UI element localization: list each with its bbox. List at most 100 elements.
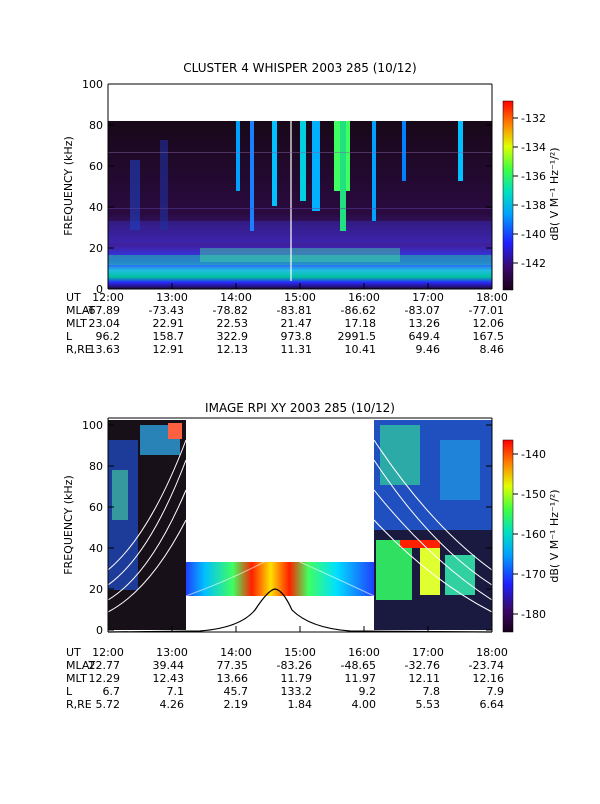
cell: -86.62 bbox=[341, 304, 376, 317]
cell: 13.63 bbox=[89, 343, 121, 356]
y-tick-label: 60 bbox=[89, 160, 103, 173]
cell: 4.26 bbox=[160, 698, 185, 711]
cell: 7.1 bbox=[167, 685, 185, 698]
cell: 15:00 bbox=[284, 291, 316, 304]
ephemeris-row-r-re: R,RE 5.72 4.26 2.19 1.84 4.00 5.53 6.64 bbox=[66, 698, 504, 711]
y-tick-label: 60 bbox=[89, 501, 103, 514]
spectrogram-image bbox=[108, 420, 492, 630]
chart-title: CLUSTER 4 WHISPER 2003 285 (10/12) bbox=[183, 61, 416, 75]
cell: 13:00 bbox=[156, 291, 188, 304]
colorbar-tick-label: -138 bbox=[521, 199, 546, 212]
cell: 96.2 bbox=[96, 330, 121, 343]
cell: 5.72 bbox=[96, 698, 121, 711]
cell: 45.7 bbox=[224, 685, 249, 698]
cell: 10.41 bbox=[345, 343, 377, 356]
row-label: R,RE bbox=[66, 343, 92, 356]
cell: -32.76 bbox=[405, 659, 440, 672]
y-tick-label: 80 bbox=[89, 119, 103, 132]
colorbar-tick-label: -160 bbox=[521, 528, 546, 541]
cell: 13:00 bbox=[156, 646, 188, 659]
x-axis bbox=[107, 283, 493, 289]
cell: 133.2 bbox=[281, 685, 313, 698]
cell: 23.04 bbox=[89, 317, 121, 330]
y-tick-label: 0 bbox=[96, 624, 103, 637]
y-tick-20: 20 bbox=[89, 242, 492, 255]
cell: 12.13 bbox=[217, 343, 249, 356]
y-axis: 0 20 40 60 80 100 FREQUENCY (kHz) bbox=[62, 419, 492, 637]
y-tick-100: 100 bbox=[82, 78, 492, 91]
y-tick-label: 40 bbox=[89, 201, 103, 214]
ephemeris-row-mlt: MLT 12.29 12.43 13.66 11.79 11.97 12.11 … bbox=[66, 672, 504, 685]
cell: 12:00 bbox=[92, 291, 124, 304]
colorbar-tick-label: -140 bbox=[521, 228, 546, 241]
colorbar-tick: -132 bbox=[513, 112, 546, 125]
ephemeris-row-r-re: R,RE 13.63 12.91 12.13 11.31 10.41 9.46 … bbox=[66, 343, 504, 356]
chart-title: IMAGE RPI XY 2003 285 (10/12) bbox=[205, 401, 395, 415]
y-tick-60: 60 bbox=[89, 160, 492, 173]
cell: 6.64 bbox=[480, 698, 505, 711]
cell: 7.8 bbox=[423, 685, 441, 698]
cell: 22.77 bbox=[89, 659, 121, 672]
row-label: MLT bbox=[66, 672, 87, 685]
cell: 2991.5 bbox=[338, 330, 377, 343]
ephemeris-row-l: L 96.2 158.7 322.9 973.8 2991.5 649.4 16… bbox=[66, 330, 504, 343]
ephemeris-table: UT 12:00 13:00 14:00 15:00 16:00 17:00 1… bbox=[66, 646, 508, 711]
y-axis-label: FREQUENCY (kHz) bbox=[62, 136, 75, 236]
spectrogram-image bbox=[108, 121, 492, 289]
y-axis: 0 20 40 60 80 100 FREQUENCY (kHz) bbox=[62, 78, 492, 296]
colorbar-tick: -140 bbox=[513, 228, 546, 241]
colorbar-tick: -136 bbox=[513, 170, 546, 183]
cell: -67.89 bbox=[85, 304, 120, 317]
colorbar: -140 -150 -160 -170 -180 dB( V M⁻¹ Hz⁻¹/… bbox=[502, 439, 561, 633]
model-curves bbox=[107, 439, 493, 613]
cell: 39.44 bbox=[153, 659, 185, 672]
y-tick-80: 80 bbox=[89, 119, 492, 132]
cell: -83.26 bbox=[277, 659, 312, 672]
cell: -23.74 bbox=[469, 659, 504, 672]
cell: 17:00 bbox=[412, 646, 444, 659]
colorbar-tick: -170 bbox=[513, 568, 546, 581]
colorbar-label: dB( V M⁻¹ Hz⁻¹/²) bbox=[548, 489, 561, 582]
y-tick-0: 0 bbox=[96, 624, 492, 637]
cell: 77.35 bbox=[217, 659, 249, 672]
ephemeris-row-mlat: MLAT -67.89 -73.43 -78.82 -83.81 -86.62 … bbox=[66, 304, 504, 317]
cell: 7.9 bbox=[487, 685, 505, 698]
row-label: UT bbox=[66, 291, 81, 304]
cell: -77.01 bbox=[469, 304, 504, 317]
cell: 167.5 bbox=[473, 330, 505, 343]
cell: 1.84 bbox=[288, 698, 313, 711]
cell: 12:00 bbox=[92, 646, 124, 659]
ephemeris-row-l: L 6.7 7.1 45.7 133.2 9.2 7.8 7.9 bbox=[66, 685, 504, 698]
cell: 973.8 bbox=[281, 330, 313, 343]
cell: 6.7 bbox=[103, 685, 121, 698]
cell: 5.53 bbox=[416, 698, 441, 711]
y-tick-100: 100 bbox=[82, 419, 492, 432]
cell: 8.46 bbox=[480, 343, 505, 356]
cell: 11.79 bbox=[281, 672, 313, 685]
cell: 158.7 bbox=[153, 330, 185, 343]
cell: 14:00 bbox=[220, 291, 252, 304]
cell: 649.4 bbox=[409, 330, 441, 343]
cell: -78.82 bbox=[213, 304, 248, 317]
colorbar-tick-label: -140 bbox=[521, 448, 546, 461]
cell: 4.00 bbox=[352, 698, 377, 711]
y-tick-label: 20 bbox=[89, 242, 103, 255]
ephemeris-row-mlat: MLAT 22.77 39.44 77.35 -83.26 -48.65 -32… bbox=[66, 659, 504, 672]
y-tick-label: 0 bbox=[96, 283, 103, 296]
cell: 11.31 bbox=[281, 343, 313, 356]
row-label: L bbox=[66, 330, 73, 343]
cell: 14:00 bbox=[220, 646, 252, 659]
cell: 17.18 bbox=[345, 317, 377, 330]
y-tick-80: 80 bbox=[89, 460, 492, 473]
cell: 12.91 bbox=[153, 343, 185, 356]
cell: 17:00 bbox=[412, 291, 444, 304]
colorbar-tick-label: -132 bbox=[521, 112, 546, 125]
row-label: MLAT bbox=[66, 304, 96, 317]
cell: 16:00 bbox=[348, 291, 380, 304]
cell: 15:00 bbox=[284, 646, 316, 659]
y-tick-20: 20 bbox=[89, 583, 492, 596]
cell: -83.07 bbox=[405, 304, 440, 317]
colorbar-tick-label: -142 bbox=[521, 257, 546, 270]
row-label: MLT bbox=[66, 317, 87, 330]
